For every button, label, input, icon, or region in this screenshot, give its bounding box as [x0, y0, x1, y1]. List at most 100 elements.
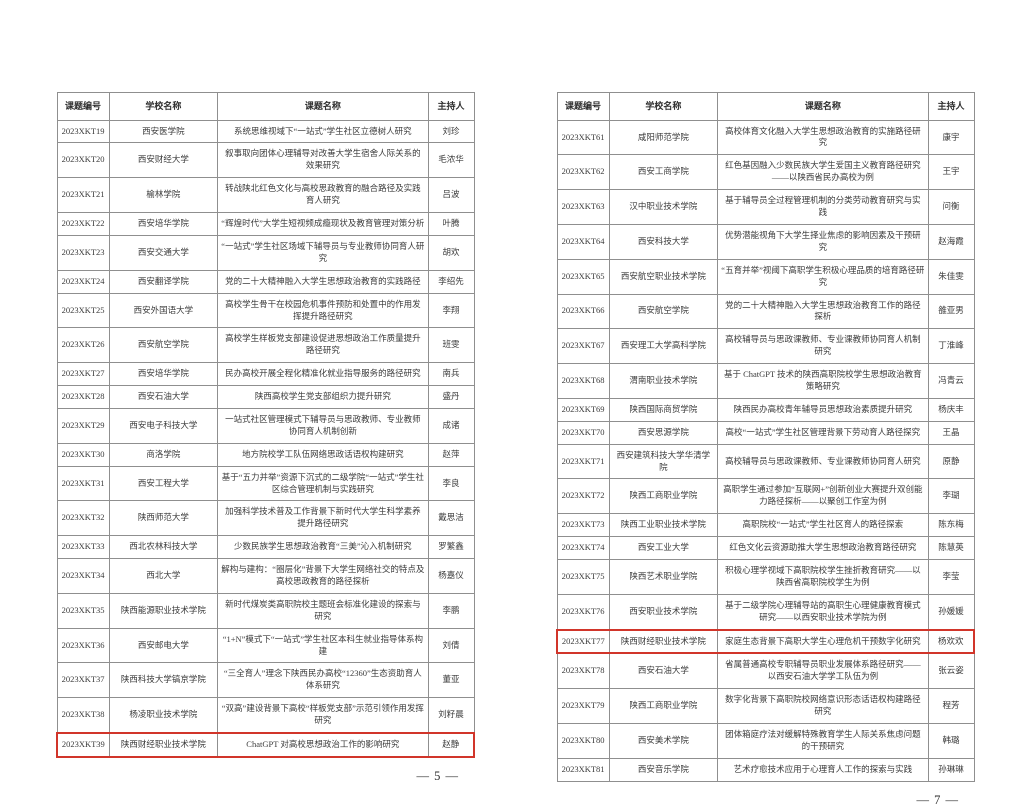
cell-project-title: 地方院校学工队伍网络思政话语权构建研究	[217, 442, 429, 467]
cell-school-name: 陕西国际商贸学院	[608, 397, 719, 422]
cell-host-name: 问衡	[927, 189, 975, 225]
cell-project-id: 2023XKT81	[556, 757, 610, 782]
cell-host-name: 孙琳琳	[927, 757, 975, 782]
table-row: 2023XKT26 西安航空学院 高校学生样板党支部建设促进思想政治工作质量提升路径…	[56, 327, 475, 364]
table-row: 2023XKT34 西北大学 解构与建构：“圈层化”背景下大学生网络社交的特点及高校…	[56, 558, 475, 594]
cell-host-name: 朱佳雯	[927, 258, 975, 295]
cell-school-name: 西安石油大学	[108, 385, 219, 409]
cell-project-id: 2023XKT27	[56, 362, 110, 387]
table-row: 2023XKT30 商洛学院 地方院校学工队伍网络思政话语权构建研究 赵萍	[56, 442, 475, 467]
table-row: 2023XKT62 西安工商学院 红色基因融入少数民族大学生爱国主义教育路径研究——…	[556, 154, 975, 191]
cell-host-name: 李瑚	[927, 478, 975, 515]
cell-project-title: “一站式”学生社区场域下辅导员与专业教师协同育人研究	[217, 234, 429, 271]
column-header-project-title: 课题名称	[717, 92, 929, 121]
cell-school-name: 陕西师范大学	[108, 500, 219, 537]
cell-school-name: 杨凌职业技术学院	[108, 697, 219, 734]
column-header-host: 主持人	[927, 92, 975, 121]
cell-project-id: 2023XKT61	[556, 119, 610, 156]
column-header-school-name: 学校名称	[608, 92, 719, 121]
cell-project-id: 2023XKT28	[56, 385, 110, 409]
cell-project-id: 2023XKT30	[56, 442, 110, 467]
table-header-row: 课题编号 学校名称 课题名称 主持人	[556, 92, 975, 121]
cell-project-id: 2023XKT38	[56, 697, 110, 734]
cell-school-name: 西安航空职业技术学院	[608, 258, 719, 295]
cell-project-id: 2023XKT69	[556, 397, 610, 422]
cell-school-name: 西安航空学院	[608, 293, 719, 330]
cell-school-name: 渭南职业技术学院	[608, 363, 719, 399]
table-row: 2023XKT32 陕西师范大学 加强科学技术普及工作背景下新时代大学生科学素养提升…	[56, 500, 475, 537]
cell-project-title: 陕西民办高校青年辅导员思想政治素质提升研究	[717, 397, 929, 422]
cell-school-name: 西安交通大学	[108, 234, 219, 271]
cell-host-name: 韩璐	[927, 722, 975, 759]
cell-school-name: 西安财经大学	[108, 142, 219, 179]
cell-school-name: 西北农林科技大学	[108, 535, 219, 560]
table-row: 2023XKT74 西安工业大学 红色文化云资源助推大学生思想政治教育路径研究 陈慧英	[556, 536, 975, 560]
table-row: 2023XKT76 西安职业技术学院 基于二级学院心理辅导站的高职生心理健康教育模式…	[556, 593, 975, 631]
table-row: 2023XKT28 西安石油大学 陕西高校学生党支部组织力提升研究 盛丹	[56, 385, 475, 409]
cell-project-title: 解构与建构：“圈层化”背景下大学生网络社交的特点及高校思政教育的路径探析	[217, 558, 429, 594]
cell-host-name: 叶腾	[427, 212, 475, 236]
cell-project-id: 2023XKT66	[556, 293, 610, 330]
cell-project-title: “双高”建设背景下高校“样板党支部”示范引领作用发挥研究	[217, 697, 429, 734]
cell-project-title: “1+N”模式下“一站式”学生社区本科生就业指导体系构建	[217, 627, 429, 664]
cell-school-name: 西安石油大学	[608, 652, 719, 690]
document-page-7: 课题编号 学校名称 课题名称 主持人 2023XKT61 咸阳师范学院 高校体育文化…	[555, 92, 975, 808]
cell-host-name: 李良	[427, 465, 475, 502]
cell-project-title: 优势潜能视角下大学生择业焦虑的影响因素及干预研究	[717, 223, 929, 260]
column-header-school-name: 学校名称	[108, 92, 219, 121]
cell-project-id: 2023XKT39	[55, 731, 110, 758]
cell-project-title: 省属普通高校专职辅导员职业发展体系路径研究——以西安石油大学学工队伍为例	[717, 652, 929, 690]
cell-project-title: 党的二十大精神融入大学生思想政治教育的实践路径	[217, 269, 429, 294]
cell-school-name: 西安电子科技大学	[108, 407, 219, 444]
cell-school-name: 商洛学院	[108, 442, 219, 467]
cell-project-title: 高职院校“一站式”学生社区育人的路径探索	[717, 513, 929, 538]
cell-school-name: 西安邮电大学	[108, 627, 219, 664]
cell-project-title: “辉煌时代”大学生短视频成瘾现状及教育管理对策分析	[217, 212, 429, 236]
cell-host-name: 冯青云	[927, 363, 975, 399]
cell-host-name: 陈东梅	[927, 513, 975, 538]
cell-project-id: 2023XKT79	[556, 688, 610, 724]
project-approval-table-page-5: 课题编号 学校名称 课题名称 主持人 2023XKT19 西安医学院 系统思维视域下…	[55, 92, 475, 758]
table-row: 2023XKT63 汉中职业技术学院 基于辅导员全过程管理机制的分类劳动教育研究与实…	[556, 189, 975, 225]
cell-school-name: 汉中职业技术学院	[608, 189, 719, 225]
cell-host-name: 赵静	[427, 731, 475, 758]
cell-school-name: 陕西工商职业学院	[608, 478, 719, 515]
cell-school-name: 咸阳师范学院	[608, 119, 719, 156]
cell-host-name: 雒亚男	[927, 293, 975, 330]
cell-host-name: 李鹏	[427, 592, 475, 629]
table-row: 2023XKT69 陕西国际商贸学院 陕西民办高校青年辅导员思想政治素质提升研究 杨庆…	[556, 397, 975, 422]
cell-host-name: 李绍先	[427, 269, 475, 294]
table-row: 2023XKT37 陕西科技大学镐京学院 “三全育人”理念下陕西民办高校“12360…	[56, 662, 475, 699]
page-number-7: — 7 —	[916, 792, 959, 807]
cell-project-id: 2023XKT65	[556, 258, 610, 295]
cell-project-id: 2023XKT67	[556, 328, 610, 365]
cell-school-name: 西安思源学院	[608, 420, 719, 445]
document-page-5: 课题编号 学校名称 课题名称 主持人 2023XKT19 西安医学院 系统思维视域下…	[55, 92, 475, 784]
table-row: 2023XKT35 陕西能源职业技术学院 新时代煤炭类高职院校主题班会标准化建设的探…	[56, 592, 475, 629]
table-header-row: 课题编号 学校名称 课题名称 主持人	[56, 92, 475, 121]
cell-project-id: 2023XKT73	[556, 513, 610, 538]
cell-project-title: 艺术疗愈技术应用于心理育人工作的探索与实践	[717, 757, 929, 782]
cell-host-name: 孙媛媛	[927, 593, 975, 631]
cell-host-name: 丁淮峰	[927, 328, 975, 365]
cell-project-id: 2023XKT35	[56, 592, 110, 629]
cell-project-title: 基于二级学院心理辅导站的高职生心理健康教育模式研究——以西安职业技术学院为例	[717, 593, 929, 631]
table-row: 2023XKT29 西安电子科技大学 一站式社区管理模式下辅导员与思政教师、专业教师…	[56, 407, 475, 444]
cell-project-id: 2023XKT23	[56, 234, 110, 271]
table-row: 2023XKT33 西北农林科技大学 少数民族学生思想政治教育“三美”沁入机制研究罗…	[56, 535, 475, 560]
cell-project-title: 基于 ChatGPT 技术的陕西高职院校学生思想政治教育策略研究	[717, 363, 929, 399]
cell-project-id: 2023XKT31	[56, 465, 110, 502]
cell-project-id: 2023XKT78	[556, 652, 610, 690]
cell-school-name: 西安音乐学院	[608, 757, 719, 782]
cell-host-name: 戴思洁	[427, 500, 475, 537]
cell-project-id: 2023XKT68	[556, 363, 610, 399]
cell-project-title: 加强科学技术普及工作背景下新时代大学生科学素养提升路径研究	[217, 500, 429, 537]
column-header-project-id: 课题编号	[556, 92, 610, 121]
cell-host-name: 王宇	[927, 154, 975, 191]
table-row: 2023XKT73 陕西工业职业技术学院 高职院校“一站式”学生社区育人的路径探索陈…	[556, 513, 975, 538]
cell-school-name: 西安培华学院	[108, 212, 219, 236]
cell-project-title: 高校学生样板党支部建设促进思想政治工作质量提升路径研究	[217, 327, 429, 364]
table-row: 2023XKT64 西安科技大学 优势潜能视角下大学生择业焦虑的影响因素及干预研究赵…	[556, 223, 975, 260]
cell-project-id: 2023XKT75	[556, 558, 610, 595]
table-row: 2023XKT78 西安石油大学 省属普通高校专职辅导员职业发展体系路径研究——以西…	[556, 652, 975, 690]
